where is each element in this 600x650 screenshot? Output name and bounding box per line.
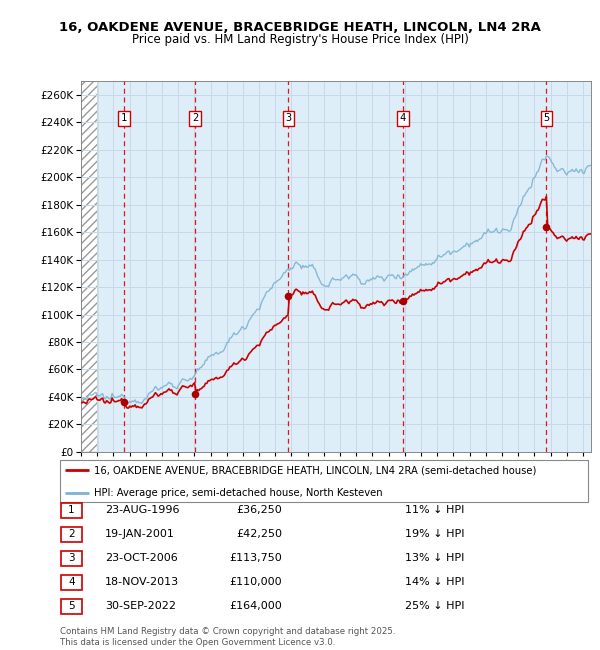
Text: 25% ↓ HPI: 25% ↓ HPI <box>405 601 464 612</box>
FancyBboxPatch shape <box>61 599 82 614</box>
Text: 4: 4 <box>400 113 406 124</box>
Text: 2: 2 <box>68 529 75 539</box>
Text: 5: 5 <box>544 113 550 124</box>
Text: 1: 1 <box>68 505 75 515</box>
Text: 19% ↓ HPI: 19% ↓ HPI <box>405 529 464 539</box>
Text: 16, OAKDENE AVENUE, BRACEBRIDGE HEATH, LINCOLN, LN4 2RA: 16, OAKDENE AVENUE, BRACEBRIDGE HEATH, L… <box>59 21 541 34</box>
Text: 30-SEP-2022: 30-SEP-2022 <box>105 601 176 612</box>
Text: Price paid vs. HM Land Registry's House Price Index (HPI): Price paid vs. HM Land Registry's House … <box>131 32 469 46</box>
Text: £164,000: £164,000 <box>229 601 282 612</box>
Text: £113,750: £113,750 <box>229 553 282 564</box>
Text: 14% ↓ HPI: 14% ↓ HPI <box>405 577 464 588</box>
Text: 1: 1 <box>121 113 127 124</box>
Text: £110,000: £110,000 <box>229 577 282 588</box>
Text: Contains HM Land Registry data © Crown copyright and database right 2025.
This d: Contains HM Land Registry data © Crown c… <box>60 627 395 647</box>
FancyBboxPatch shape <box>61 551 82 566</box>
Text: 18-NOV-2013: 18-NOV-2013 <box>105 577 179 588</box>
FancyBboxPatch shape <box>61 575 82 590</box>
Text: 23-OCT-2006: 23-OCT-2006 <box>105 553 178 564</box>
Bar <box>81 81 98 452</box>
FancyBboxPatch shape <box>60 460 588 502</box>
Text: 4: 4 <box>68 577 75 588</box>
Text: 5: 5 <box>68 601 75 612</box>
Bar <box>81 81 98 452</box>
Text: 3: 3 <box>68 553 75 564</box>
Text: £36,250: £36,250 <box>236 505 282 515</box>
Text: 13% ↓ HPI: 13% ↓ HPI <box>405 553 464 564</box>
FancyBboxPatch shape <box>61 526 82 542</box>
FancyBboxPatch shape <box>61 502 82 518</box>
Text: £42,250: £42,250 <box>236 529 282 539</box>
Text: HPI: Average price, semi-detached house, North Kesteven: HPI: Average price, semi-detached house,… <box>94 488 383 499</box>
Text: 23-AUG-1996: 23-AUG-1996 <box>105 505 179 515</box>
Text: 3: 3 <box>286 113 292 124</box>
Text: 11% ↓ HPI: 11% ↓ HPI <box>405 505 464 515</box>
Text: 2: 2 <box>192 113 199 124</box>
Text: 16, OAKDENE AVENUE, BRACEBRIDGE HEATH, LINCOLN, LN4 2RA (semi-detached house): 16, OAKDENE AVENUE, BRACEBRIDGE HEATH, L… <box>94 466 536 476</box>
Text: 19-JAN-2001: 19-JAN-2001 <box>105 529 175 539</box>
